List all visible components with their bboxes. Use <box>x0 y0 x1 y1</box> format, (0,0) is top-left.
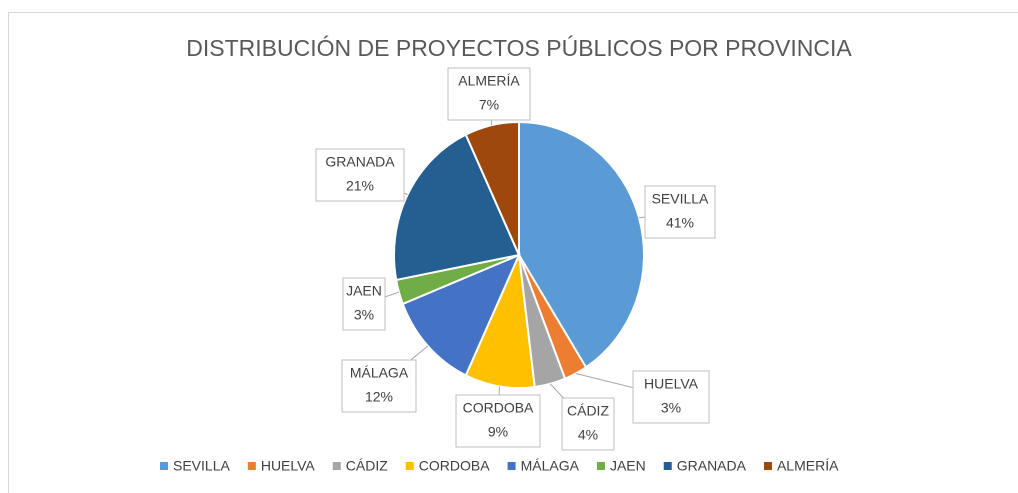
label-box <box>455 394 541 448</box>
data-label-name: HUELVA <box>644 376 699 392</box>
label-box <box>447 67 531 121</box>
data-label-value: 12% <box>365 389 393 405</box>
pie-slice <box>464 120 520 256</box>
data-label-name: CORDOBA <box>463 400 534 416</box>
legend-label: GRANADA <box>677 458 747 474</box>
label-box <box>561 397 615 451</box>
legend-swatch <box>247 462 256 470</box>
data-label-value: 9% <box>488 424 508 440</box>
legend-swatch <box>405 462 414 470</box>
legend-swatch <box>332 462 341 470</box>
legend-label: JAEN <box>610 458 646 474</box>
data-label-value: 21% <box>346 178 374 194</box>
legend-swatch <box>596 462 605 470</box>
data-label-name: ALMERÍA <box>458 73 520 89</box>
legend-label: SEVILLA <box>173 458 230 474</box>
legend-swatch <box>507 462 516 470</box>
label-box <box>315 148 405 202</box>
data-label-name: JAEN <box>346 283 382 299</box>
data-label-value: 41% <box>666 215 694 231</box>
pie-slice <box>393 133 521 282</box>
legend-label: HUELVA <box>261 458 316 474</box>
legend-label: CORDOBA <box>419 458 490 474</box>
data-label-value: 7% <box>479 97 499 113</box>
data-label-name: GRANADA <box>325 154 395 170</box>
data-label-name: MÁLAGA <box>350 365 409 381</box>
legend-swatch <box>763 462 772 470</box>
chart-title: DISTRIBUCIÓN DE PROYECTOS PÚBLICOS POR P… <box>186 35 852 61</box>
label-box <box>632 370 710 424</box>
data-label-value: 4% <box>578 427 598 443</box>
label-box <box>342 277 386 331</box>
legend-swatch <box>160 462 168 470</box>
label-box <box>341 359 417 413</box>
data-label-value: 3% <box>661 400 681 416</box>
data-label-value: 3% <box>354 307 374 323</box>
legend-label: CÁDIZ <box>346 458 388 474</box>
pie-slice <box>401 253 521 377</box>
legend-label: MÁLAGA <box>521 458 580 474</box>
data-label-name: SEVILLA <box>652 191 709 207</box>
data-label-name: CÁDIZ <box>567 403 609 419</box>
legend-label: ALMERÍA <box>777 458 839 474</box>
label-box <box>644 185 716 239</box>
legend-swatch <box>663 462 672 470</box>
